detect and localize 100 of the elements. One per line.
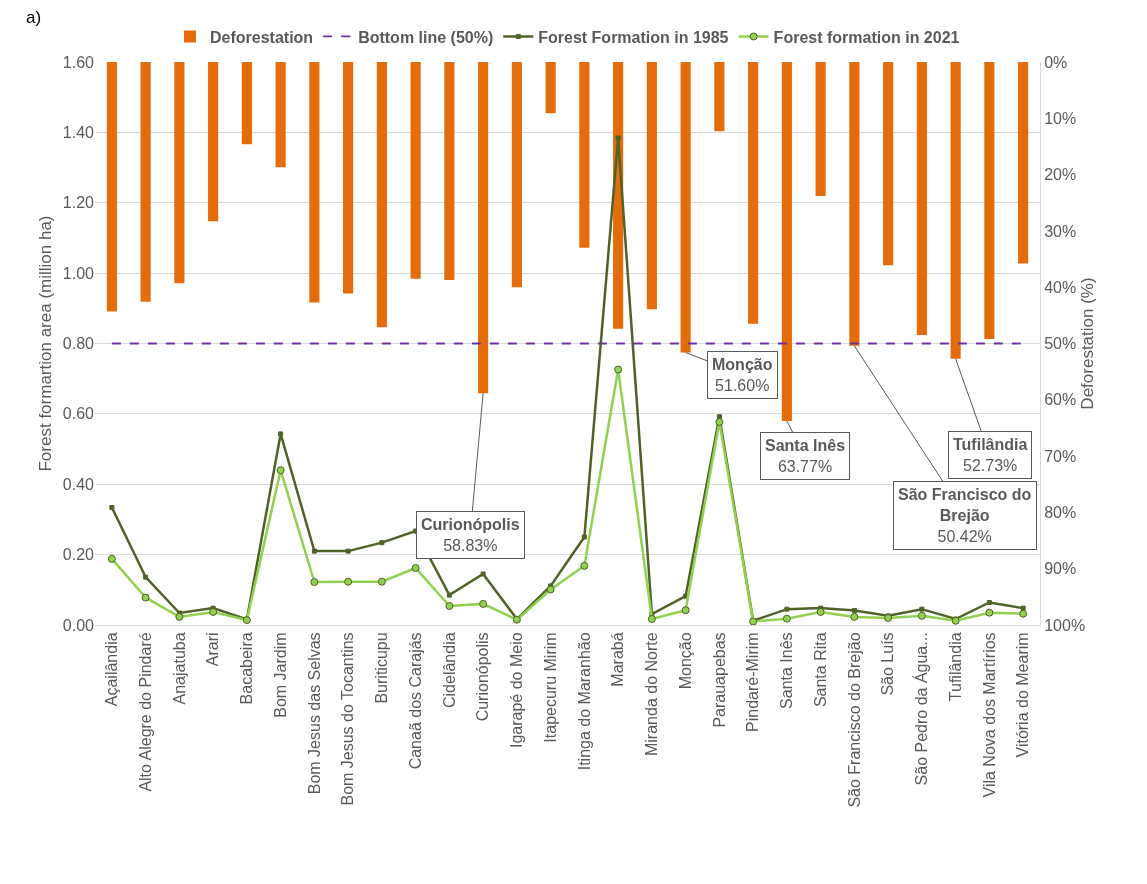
x-tick-label: São Francisco do Brejão [845,632,863,808]
text: a) [26,8,42,27]
data-label: Monção 51.60% [712,356,773,394]
point [143,574,149,580]
x-tick-label: Bom Jardim [271,632,289,718]
y2-tick-label: 70% [1044,447,1077,465]
point [446,592,452,598]
bar [646,62,657,310]
point [479,599,488,608]
point [850,612,859,621]
x-tick-label: Curionópolis [474,632,492,722]
point [581,534,587,540]
x-tick-label: Itinga do Maranhão [575,632,593,771]
point [209,607,218,616]
y-tick-label: 0.00 [62,616,95,634]
point [1020,605,1026,611]
point [647,615,656,624]
bar [950,62,961,359]
point [986,599,992,605]
point [379,540,385,546]
point [615,135,621,141]
point [310,578,319,587]
bar [849,62,860,346]
bar [680,62,691,353]
y2-axis-title: Deforestation (%) [1078,277,1098,410]
point [614,365,623,374]
x-tick-label: Cidelândia [440,632,458,709]
legend-label: Deforestation [210,28,314,46]
bar [511,62,522,288]
x-tick-label: Itapecuru Mirim [541,632,559,743]
point [276,466,285,475]
data-label: Tufilândia 52.73% [953,436,1028,474]
bar [208,62,219,222]
x-tick-label: Pindaré-Mirim [744,632,762,732]
y2-tick-label: 40% [1044,278,1077,296]
y-axis-title: Forest formartion area (million ha) [36,215,55,472]
point [278,431,284,437]
x-tick-label: Tufilândia [946,632,964,702]
x-tick-label: Buriticupu [373,632,391,704]
bar [1018,62,1029,264]
point [109,504,115,510]
data-label: Curionópolis 58.83% [421,516,520,554]
point [377,577,386,586]
bar [309,62,320,303]
data-label: Santa Inês 63.77% [765,437,846,475]
data-label: São Francisco do Brejão 50.42% [898,486,1032,545]
point [345,548,351,554]
point [985,608,994,617]
bar [916,62,927,336]
y2-tick-label: 50% [1044,335,1077,353]
point [816,607,825,616]
x-tick-label: São Luís [879,632,897,696]
x-tick-label: Parauapebas [710,632,728,728]
point [1019,609,1028,618]
bar [714,62,725,132]
point [480,571,486,577]
x-tick-label: Santa Rita [811,632,829,708]
y2-tick-label: 30% [1044,222,1077,240]
bar [478,62,489,394]
legend-label: Forest Formation in 1985 [538,28,729,46]
point [782,614,791,623]
point [546,585,555,594]
x-tick-label: Açailândia [103,632,121,707]
y-tick-label: 1.20 [62,194,95,212]
point [344,577,353,586]
bar [815,62,826,196]
point [175,612,184,621]
y2-tick-label: 20% [1044,166,1077,184]
y2-tick-label: 80% [1044,504,1077,521]
bar [343,62,354,294]
point [715,417,724,426]
x-tick-label: Alto Alegre do Pindaré [136,632,154,792]
x-tick-label: Igarapé do Meio [508,632,526,749]
legend-label: Bottom line (50%) [358,28,494,46]
bar [545,62,556,114]
bar [883,62,894,266]
y-tick-label: 1.60 [62,53,95,71]
y2-tick-label: 100% [1044,616,1086,634]
x-tick-label: São Pedro da Água... [912,632,931,786]
y-tick-label: 0.80 [62,335,95,353]
y-tick-label: 0.20 [62,546,95,564]
y-tick-label: 0.60 [62,405,95,423]
bar [984,62,995,339]
point [311,548,317,554]
point [107,554,116,563]
x-tick-label: Miranda do Norte [643,632,661,757]
x-tick-label: Bacabeira [238,632,256,705]
x-tick-label: Marabá [609,632,627,687]
x-tick-label: Bom Jesus do Tocantins [339,632,357,806]
point [580,561,589,570]
point [445,602,454,610]
y-tick-label: 1.40 [62,123,95,141]
x-tick-label: Bom Jesus das Selvas [305,632,323,795]
x-tick-label: Santa Inês [778,632,796,709]
point [411,564,420,572]
y2-tick-label: 60% [1044,391,1077,409]
legend-label: Forest formation in 2021 [773,28,960,46]
bar [174,62,185,284]
bar [748,62,759,324]
point [141,593,150,602]
